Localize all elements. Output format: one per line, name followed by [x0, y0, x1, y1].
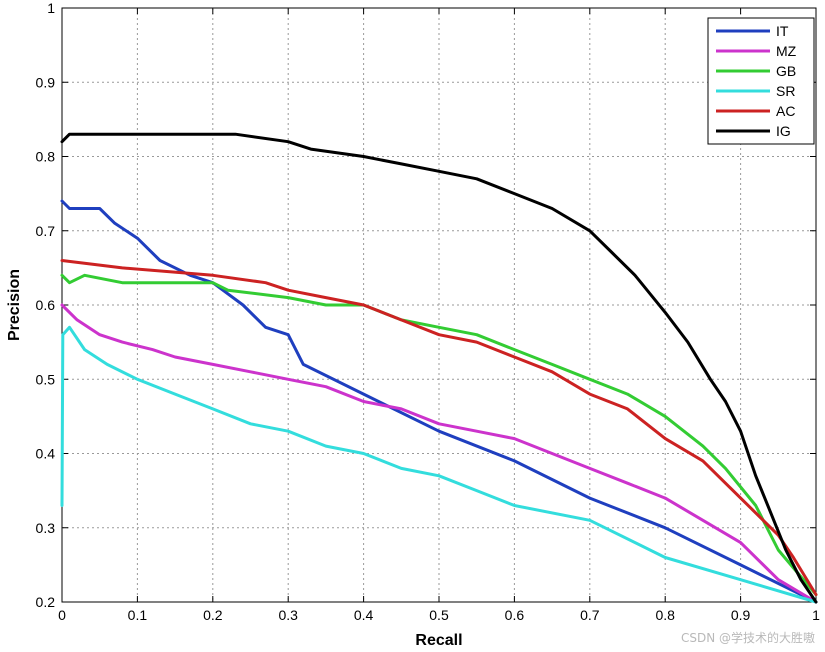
series-lines	[60, 132, 818, 604]
y-tick-label: 1	[47, 0, 55, 16]
legend-label-ac: AC	[776, 103, 795, 119]
legend-label-mz: MZ	[776, 43, 797, 59]
axis-ticks: 0 0.1 0.2 0.3 0.4 0.5 0.6 0.7 0.8 0.9 1 0.2 0.3 0.4 0.…	[36, 0, 821, 623]
x-tick-label: 0.9	[731, 607, 751, 623]
x-tick-label: 0.8	[655, 607, 675, 623]
x-tick-label: 0.7	[580, 607, 600, 623]
x-tick-label: 0	[58, 607, 66, 623]
x-tick-label: 0.2	[203, 607, 223, 623]
y-tick-label: 0.8	[36, 149, 56, 165]
x-tick-label: 0.1	[128, 607, 148, 623]
series-line-mz	[60, 303, 818, 604]
series-line-it	[60, 199, 818, 604]
x-tick-label: 0.4	[354, 607, 374, 623]
legend-label-sr: SR	[776, 83, 795, 99]
y-tick-label: 0.7	[36, 223, 56, 239]
x-tick-label: 1	[812, 607, 820, 623]
x-tick-label: 0.6	[505, 607, 525, 623]
y-tick-label: 0.2	[36, 594, 56, 610]
grid	[62, 8, 816, 602]
watermark: CSDN @学技术的大胜嗷	[680, 631, 815, 645]
legend: IT MZ GB SR AC IG	[707, 17, 815, 145]
y-axis-label: Precision	[6, 269, 23, 341]
y-tick-label: 0.3	[36, 520, 56, 536]
y-tick-label: 0.9	[36, 74, 56, 90]
x-axis-label: Recall	[415, 632, 462, 649]
series-line-gb	[60, 273, 818, 597]
legend-box	[707, 17, 815, 145]
x-tick-label: 0.5	[429, 607, 449, 623]
series-line-sr	[60, 325, 818, 604]
legend-label-gb: GB	[776, 63, 796, 79]
legend-label-it: IT	[776, 23, 789, 39]
x-tick-label: 0.3	[278, 607, 298, 623]
series-line-ig	[60, 132, 818, 604]
y-tick-label: 0.5	[36, 371, 56, 387]
y-tick-label: 0.4	[36, 446, 56, 462]
series-line-ac	[60, 259, 818, 597]
y-tick-label: 0.6	[36, 297, 56, 313]
legend-label-ig: IG	[776, 123, 791, 139]
